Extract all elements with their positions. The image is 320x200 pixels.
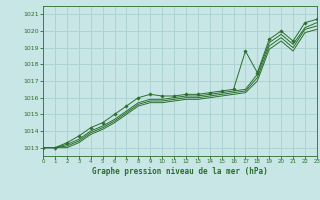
X-axis label: Graphe pression niveau de la mer (hPa): Graphe pression niveau de la mer (hPa) [92,167,268,176]
